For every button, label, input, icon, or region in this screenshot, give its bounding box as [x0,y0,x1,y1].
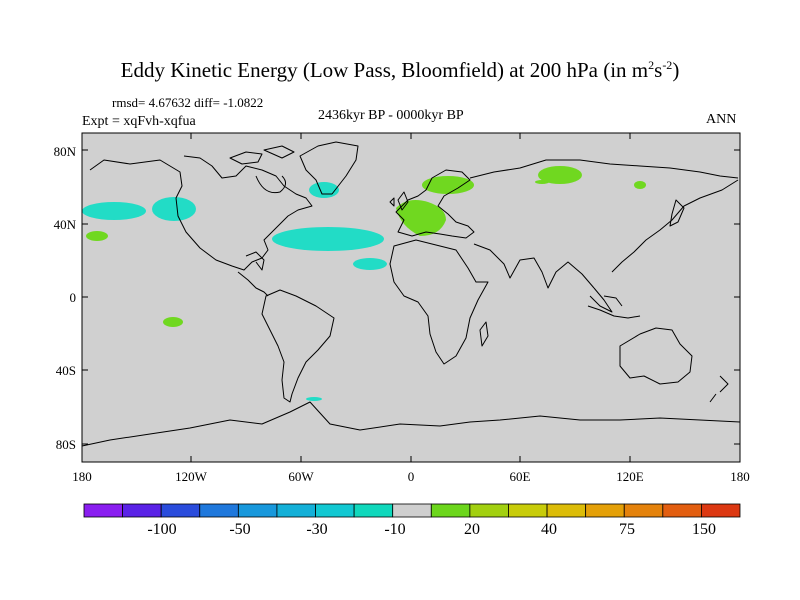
colorbar-label: 40 [541,521,557,538]
colorbar-label: 20 [464,521,480,538]
anomaly-subtropical-atlantic [353,258,387,270]
plot-frame [81,132,741,463]
colorbar-box [701,503,741,518]
colorbar-box [392,503,432,518]
central-america [237,271,269,297]
anomaly-south-pacific [163,317,183,327]
new-zealand [709,375,729,403]
anomaly-central-asia [535,180,549,184]
colorbar-box [276,503,316,518]
colorbar-label: 75 [619,521,635,538]
south-america [261,289,335,403]
colorbar-box [353,503,394,518]
arabia-india [473,243,595,289]
colorbar-box [199,503,239,518]
y-label-80s: 80S [55,437,76,452]
japan [669,199,685,227]
british-isles [389,191,409,211]
x-label-60w: 60W [288,469,314,484]
y-label-0: 0 [69,290,77,305]
chart-title: Eddy Kinetic Energy (Low Pass, Bloomfiel… [120,58,680,82]
colorbar-box [430,503,471,518]
asia-north-coast [469,159,739,179]
anomaly-europe [396,200,446,236]
north-america-coast [89,155,313,271]
arctic-islands [229,145,295,165]
x-label-120e: 120E [616,469,644,484]
florida-gulf [245,251,265,271]
colorbar-label: 150 [692,521,716,538]
time-period-label: 2436kyr BP - 0000kyr BP [318,108,464,123]
anomaly-north-atlantic [272,227,384,251]
coastlines [81,141,741,447]
anomaly-southern-ocean [306,397,322,401]
europe [395,169,475,239]
greenland [299,141,359,195]
colorbar-box [585,503,625,518]
madagascar [479,321,489,347]
africa [389,239,489,365]
colorbar-box [662,503,702,518]
x-label-120w: 120W [175,469,207,484]
anomaly-scandinavia [422,176,474,194]
indonesia [587,295,641,319]
experiment-label: Expt = xqFvh-xqfua [82,114,196,129]
australia [619,327,693,385]
colorbar-box [122,503,162,518]
anomaly-north-pacific-east [152,197,196,221]
anomaly-east-pacific [86,231,108,241]
negative-anomaly-regions [82,182,387,401]
colorbar-box [546,503,587,518]
colorbar-box [508,503,548,518]
season-label: ANN [706,112,737,127]
colorbar-label: -100 [147,521,177,538]
colorbar-box [237,503,278,518]
x-label-180e: 180 [730,469,750,484]
colorbar-box [315,503,355,518]
colorbar-box [469,503,509,518]
y-label-40n: 40N [53,217,76,232]
colorbar-label: -50 [229,521,251,538]
x-label-60e: 60E [509,469,531,484]
y-label-80n: 80N [53,144,76,159]
colorbar [83,503,741,518]
southeast-asia [589,287,613,313]
anomaly-north-pacific-west [82,202,146,220]
colorbar-box [623,503,664,518]
anomaly-siberia [538,166,582,184]
antarctica [81,401,741,447]
colorbar-label: -10 [384,521,406,538]
x-label-0: 0 [407,469,415,484]
rmsd-diff-stats: rmsd= 4.67632 diff= -1.0822 [112,95,264,110]
asia-east-coast [611,179,739,273]
anomaly-east-siberia [634,181,646,189]
colorbar-label: -30 [306,521,328,538]
map-background [82,133,740,462]
colorbar-box [160,503,201,518]
hudson-bay [255,175,286,194]
colorbar-box [83,503,123,518]
y-label-40s: 40S [55,363,76,378]
x-label-180w: 180 [72,469,92,484]
positive-anomaly-regions [86,166,646,327]
